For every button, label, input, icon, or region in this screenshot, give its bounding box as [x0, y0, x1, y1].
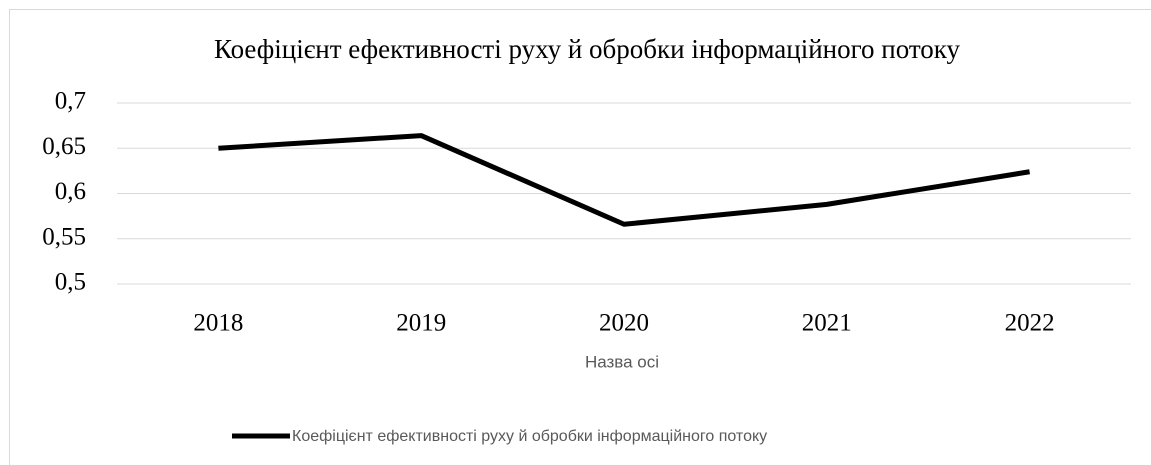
x-axis-title: Назва осі — [585, 352, 659, 371]
x-tick-label: 2018 — [193, 310, 243, 337]
y-tick-label: 0,6 — [55, 178, 86, 205]
x-tick-label: 2021 — [802, 310, 852, 337]
y-tick-label: 0,7 — [55, 88, 86, 115]
x-tick-label: 2022 — [1005, 310, 1055, 337]
y-tick-label: 0,55 — [42, 223, 86, 250]
chart-frame — [9, 9, 1151, 465]
x-tick-label: 2020 — [599, 310, 649, 337]
y-tick-label: 0,65 — [42, 133, 86, 160]
series-line — [218, 133, 1030, 227]
x-tick-label: 2019 — [396, 310, 446, 337]
chart-title: Коефіцієнт ефективності руху й обробки і… — [214, 34, 961, 64]
legend-label: Коефіцієнт ефективності руху й обробки і… — [292, 428, 767, 445]
y-tick-label: 0,5 — [55, 269, 86, 296]
